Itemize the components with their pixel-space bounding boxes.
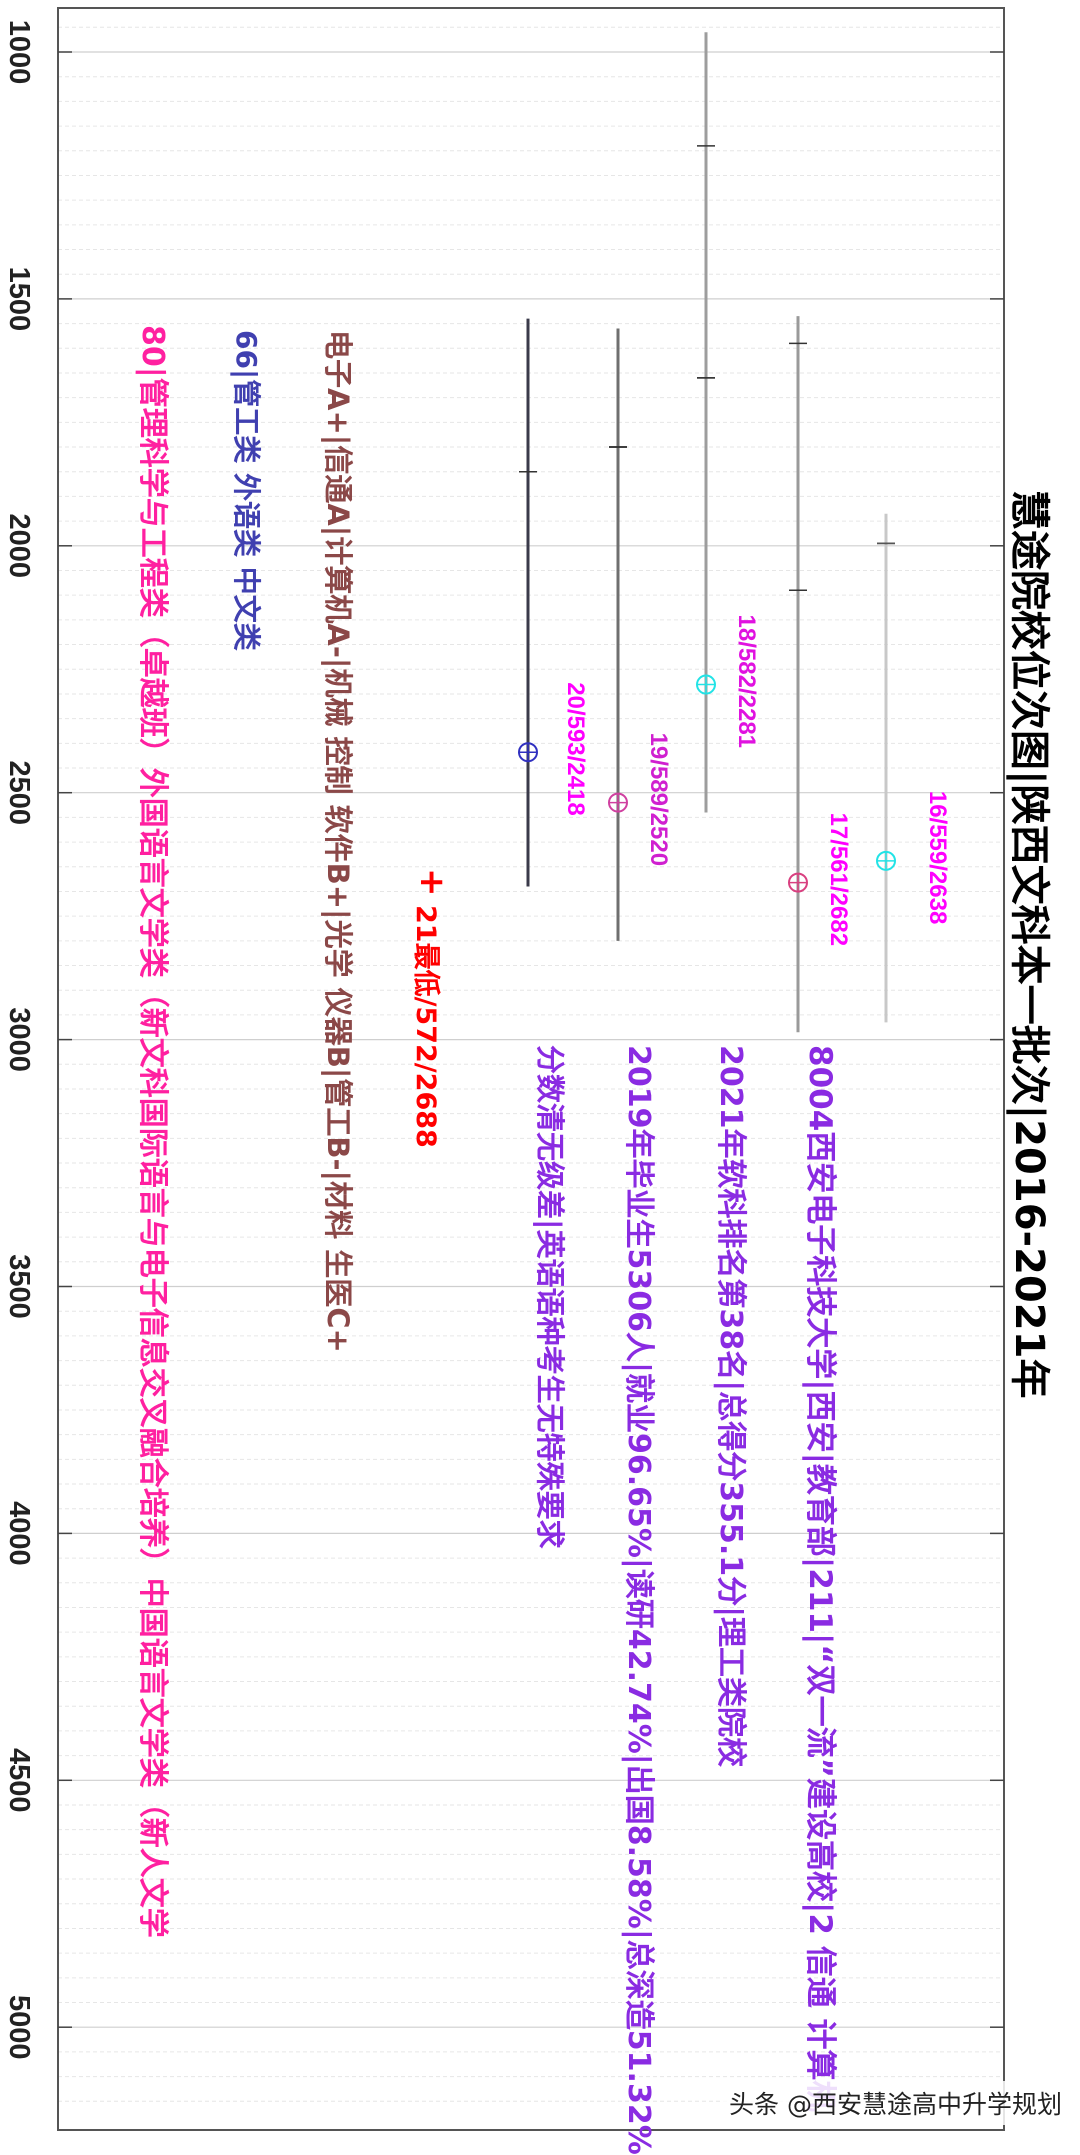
axis-ticks: 1000 1500 2000 2500 3000 3500 4000 4500 5000 [3,20,1004,2060]
series-label-18: 18/582/2281 [733,615,760,748]
chart-title: 慧途院校位次图|陕西文科本一批次|2016-2021年 [1006,490,1052,1399]
tick-label: 3000 [3,1007,35,1072]
series-label-17: 17/561/2682 [825,813,852,946]
info-line3: 2019年毕业生5306人|就业96.65%|读研42.74%|出国8.58%|… [621,1045,656,2155]
annotation-2021-marker: + [412,868,452,897]
info-line5: 电子A+|信通A|计算机A-|机械 控制 软件B+|光学 仪器B|管工B-|材料… [321,330,355,1353]
tick-label: 2000 [3,514,35,579]
info-line4: 分数清无级差|英语语种考生无特殊要求 [533,1045,567,1549]
series-label-20: 20/593/2418 [562,682,589,815]
info-line2: 2021年软科排名第38名|总得分355.1分|理工类院校 [713,1045,748,1768]
info-line1: 8004西安电子科技大学|西安|教育部|211|“双一流”建设高校|2 信通 计… [802,1045,838,2112]
tick-label: 1000 [3,20,35,85]
tick-label: 2500 [3,760,35,825]
plot-frame [57,7,1005,2131]
tick-label: 1500 [3,267,35,332]
tick-label: 5000 [3,1995,35,2060]
series-label-16: 16/559/2638 [924,791,951,924]
info-line7: 80|管理科学与工程类（卓越班）外国语言文学类（新文科国际语言与电子信息交叉融合… [135,325,170,1938]
tick-label: 3500 [3,1254,35,1319]
tick-label: 4500 [3,1748,35,1813]
series-label-19: 19/589/2520 [645,733,672,866]
tick-label: 4000 [3,1501,35,1566]
info-line6: 66|管工类 外语类 中文类 [230,330,263,651]
watermark: 头条 @西安慧途高中升学规划 [723,2081,1068,2125]
annotation-2021-text: 21最低/572/2688 [410,905,441,1148]
series-layer: 16/559/2638 17/561/2682 18/582/2281 19/589/… [518,32,951,1033]
grid-lines [58,26,1004,2102]
